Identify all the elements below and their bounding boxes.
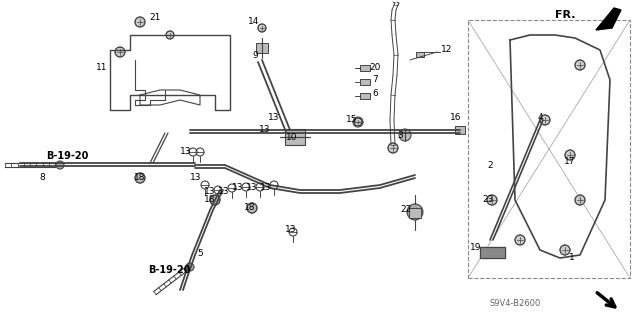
Text: 4: 4: [537, 114, 543, 122]
Text: 9: 9: [252, 51, 258, 61]
Text: 13: 13: [180, 147, 192, 157]
Text: 13: 13: [232, 183, 244, 192]
Circle shape: [135, 173, 145, 183]
Text: 20: 20: [369, 63, 381, 72]
Text: 2: 2: [487, 160, 493, 169]
Text: 6: 6: [372, 88, 378, 98]
Text: 3: 3: [397, 130, 403, 139]
Text: 10: 10: [286, 133, 298, 143]
Text: 23: 23: [483, 196, 493, 204]
Circle shape: [487, 195, 497, 205]
Text: 13: 13: [204, 188, 216, 197]
Text: 15: 15: [346, 115, 358, 124]
Circle shape: [135, 17, 145, 27]
Bar: [468, 20, 630, 278]
Bar: [256, 43, 268, 53]
Circle shape: [354, 118, 362, 126]
Polygon shape: [480, 247, 505, 258]
Circle shape: [575, 195, 585, 205]
Circle shape: [166, 31, 174, 39]
Circle shape: [186, 263, 194, 271]
Text: 13: 13: [218, 188, 230, 197]
Text: 22: 22: [401, 205, 412, 214]
Text: 13: 13: [190, 174, 202, 182]
Circle shape: [515, 235, 525, 245]
Bar: [360, 79, 370, 85]
Text: 13: 13: [268, 114, 280, 122]
Text: 18: 18: [244, 204, 256, 212]
Text: 17: 17: [564, 158, 576, 167]
Circle shape: [560, 245, 570, 255]
Bar: [409, 208, 421, 218]
Text: FR.: FR.: [554, 10, 575, 20]
Text: 16: 16: [451, 114, 461, 122]
Circle shape: [407, 204, 423, 220]
Text: 13: 13: [246, 183, 258, 192]
Circle shape: [565, 150, 575, 160]
Text: 12: 12: [442, 46, 452, 55]
Bar: [455, 126, 465, 134]
Circle shape: [210, 195, 220, 205]
Circle shape: [540, 115, 550, 125]
Text: 19: 19: [470, 243, 482, 253]
Text: S9V4-B2600: S9V4-B2600: [490, 299, 541, 308]
Text: 13: 13: [260, 183, 272, 192]
Text: B-19-20: B-19-20: [148, 265, 190, 275]
Circle shape: [258, 24, 266, 32]
Text: 5: 5: [197, 249, 203, 258]
Text: 18: 18: [134, 174, 146, 182]
Circle shape: [56, 161, 64, 169]
Bar: [285, 129, 305, 145]
Text: 1: 1: [569, 254, 575, 263]
Text: 21: 21: [149, 13, 161, 23]
Circle shape: [399, 129, 411, 141]
Text: B-19-20: B-19-20: [46, 151, 88, 161]
Text: 11: 11: [96, 63, 108, 72]
Circle shape: [388, 143, 398, 153]
Text: 8: 8: [39, 174, 45, 182]
Text: 13: 13: [259, 125, 271, 135]
Polygon shape: [596, 8, 621, 30]
Text: 18: 18: [204, 196, 216, 204]
Bar: [360, 93, 370, 99]
Text: 14: 14: [248, 18, 260, 26]
Text: 7: 7: [372, 76, 378, 85]
Text: 13: 13: [285, 226, 297, 234]
Circle shape: [575, 60, 585, 70]
Circle shape: [115, 47, 125, 57]
Circle shape: [247, 203, 257, 213]
Bar: [416, 52, 424, 57]
Bar: [360, 65, 370, 71]
